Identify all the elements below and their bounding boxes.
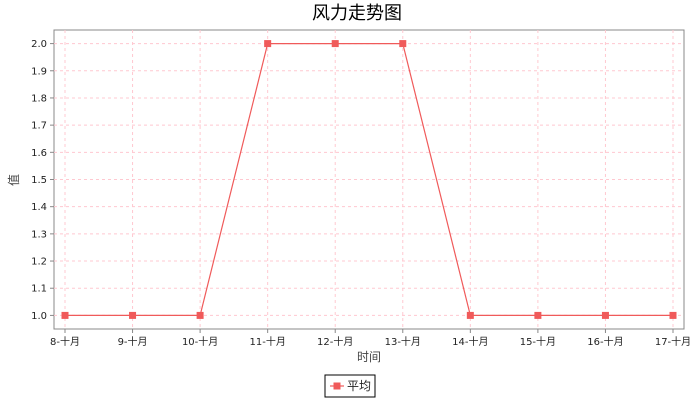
legend: 平均 (324, 374, 376, 398)
x-tick-label: 9-十月 (118, 335, 148, 348)
x-tick-label: 8-十月 (50, 335, 80, 348)
y-tick-label: 1.4 (31, 202, 47, 213)
x-tick-label: 14-十月 (452, 335, 488, 348)
x-tick-label: 11-十月 (249, 335, 285, 348)
y-tick-label: 1.5 (31, 175, 47, 186)
y-tick-label: 1.7 (31, 121, 47, 132)
data-point-marker (669, 311, 677, 319)
y-tick-label: 2.0 (31, 39, 47, 50)
data-point-marker (534, 311, 542, 319)
data-point-marker (129, 311, 137, 319)
data-point-marker (196, 311, 204, 319)
y-axis-label: 值 (6, 174, 21, 186)
x-tick-label: 13-十月 (385, 335, 421, 348)
data-point-marker (601, 311, 609, 319)
y-tick-label: 1.8 (31, 93, 47, 104)
x-tick-label: 17-十月 (655, 335, 691, 348)
y-axis-ticks: 1.0 1.1 1.2 1.3 1.4 1.5 1.6 1.7 1.8 1.9 2.0 (31, 39, 54, 322)
data-point-marker (264, 40, 272, 48)
x-tick-label: 16-十月 (587, 335, 623, 348)
series-line (65, 42, 673, 317)
y-tick-label: 1.3 (31, 229, 47, 240)
legend-series-label: 平均 (347, 379, 371, 393)
y-tick-label: 1.1 (31, 284, 47, 295)
chart-title: 风力走势图 (312, 3, 402, 24)
data-point-marker (61, 311, 69, 319)
x-tick-label: 15-十月 (520, 335, 556, 348)
x-tick-label: 12-十月 (317, 335, 353, 348)
data-point-marker (331, 40, 339, 48)
x-axis-ticks: 8-十月 9-十月 10-十月 11-十月 12-十月 13-十月 14-十月 15-十月 16… (50, 329, 691, 348)
y-tick-label: 1.6 (31, 148, 47, 159)
y-tick-label: 1.2 (31, 257, 47, 268)
legend-series-marker (333, 382, 341, 390)
y-tick-label: 1.9 (31, 66, 47, 77)
data-point-marker (399, 40, 407, 48)
series-layer (61, 40, 677, 319)
data-point-marker (466, 311, 474, 319)
x-tick-label: 10-十月 (182, 335, 218, 348)
legend-box (324, 374, 376, 398)
x-axis-label: 时间 (357, 350, 381, 364)
y-tick-label: 1.0 (31, 311, 47, 322)
